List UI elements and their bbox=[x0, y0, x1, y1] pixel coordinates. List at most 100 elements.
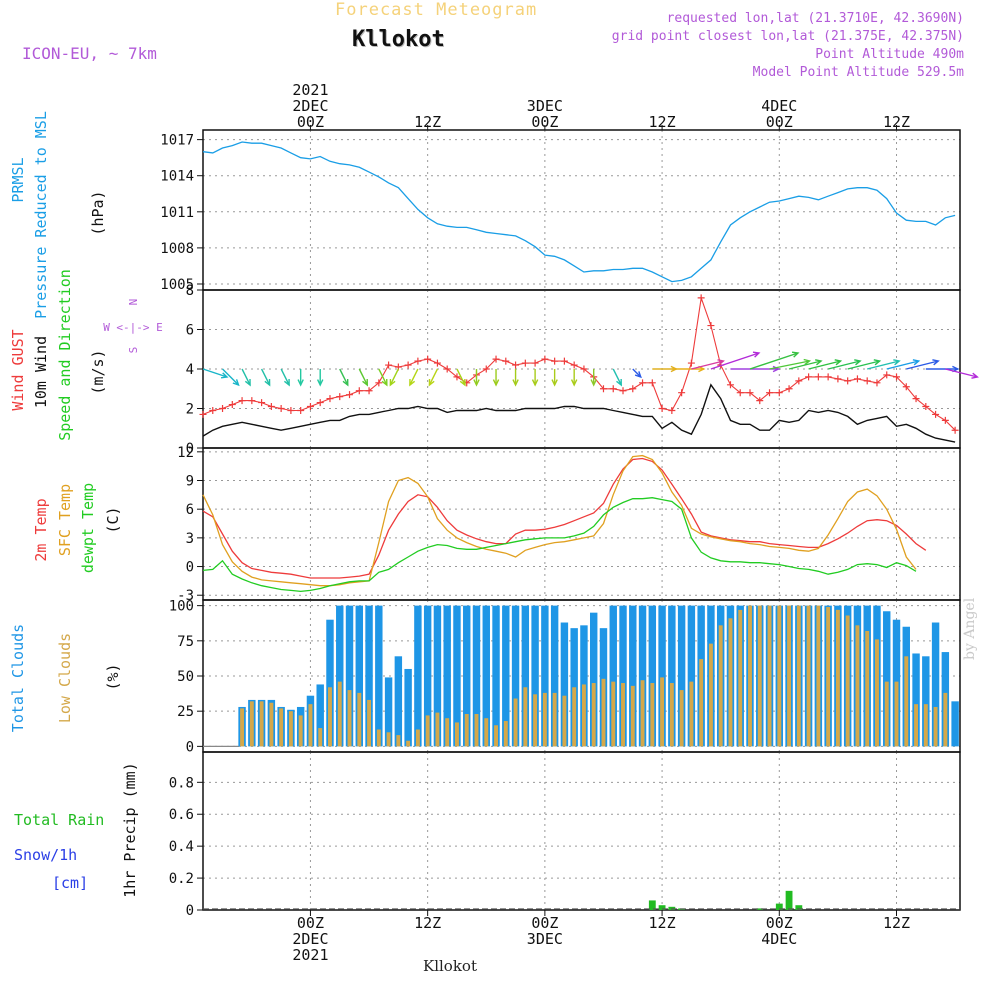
low-cloud-bar bbox=[621, 683, 625, 747]
arrow-head bbox=[912, 359, 921, 366]
low-cloud-bar bbox=[630, 685, 635, 747]
wind-speed-line bbox=[202, 383, 956, 443]
wind-direction-arrow bbox=[906, 359, 940, 370]
arrow-head bbox=[473, 379, 480, 387]
arrow-head bbox=[220, 372, 229, 379]
wind-direction-arrow bbox=[808, 359, 843, 370]
low-cloud-bar bbox=[855, 625, 860, 747]
arrow-head bbox=[551, 379, 558, 387]
low-cloud-bar bbox=[464, 714, 469, 747]
gust-marker bbox=[648, 379, 656, 387]
arrow-head bbox=[752, 351, 761, 358]
arrow-head bbox=[570, 379, 578, 387]
temp-2m-line bbox=[202, 457, 927, 579]
low-cloud-bar bbox=[542, 692, 547, 747]
rain-bar bbox=[658, 905, 666, 910]
gust-marker bbox=[580, 365, 588, 373]
gust-marker bbox=[385, 361, 393, 369]
rain-bar bbox=[785, 890, 793, 910]
y-tick-label: 1017 bbox=[160, 133, 194, 149]
total-cloud-bar bbox=[668, 605, 676, 747]
gust-marker bbox=[639, 379, 647, 387]
total-clouds-label: Total Clouds bbox=[9, 624, 27, 732]
panel-frame bbox=[202, 129, 961, 291]
panel-1: 1005 1008 1011 1014 1017 bbox=[160, 129, 961, 293]
wind-direction-arrow bbox=[241, 368, 251, 387]
rain-bar bbox=[756, 908, 764, 910]
total-cloud-bar bbox=[345, 605, 354, 747]
y-tick-label: 1008 bbox=[160, 241, 194, 257]
total-cloud-bar bbox=[560, 622, 569, 747]
low-cloud-bar bbox=[328, 687, 332, 747]
low-cloud-bar bbox=[415, 729, 420, 747]
low-cloud-bar bbox=[249, 701, 254, 747]
wind-direction-arrow bbox=[827, 359, 862, 370]
arrow-shaft bbox=[886, 360, 919, 370]
low-cloud-bar bbox=[259, 701, 264, 747]
gust-marker bbox=[414, 357, 422, 365]
y-tick-label: 0 bbox=[186, 739, 194, 755]
low-cloud-bar bbox=[601, 678, 606, 747]
precip-series bbox=[203, 890, 960, 910]
arrow-head bbox=[297, 379, 304, 387]
gust-marker bbox=[834, 375, 842, 383]
gust-marker bbox=[560, 357, 568, 365]
arrow-shaft bbox=[409, 368, 419, 386]
precip-unit-label: 1hr Precip (mm) bbox=[121, 762, 139, 897]
total-cloud-bar bbox=[922, 656, 930, 747]
low-cloud-bar bbox=[787, 605, 792, 747]
arrow-head bbox=[634, 371, 642, 379]
pressure-unit-label: (hPa) bbox=[89, 190, 107, 235]
low-cloud-bar bbox=[796, 605, 801, 747]
y-tick-label: -3 bbox=[177, 588, 194, 604]
gust-marker bbox=[453, 373, 461, 381]
bottom-time-label: 00Z bbox=[297, 914, 324, 932]
low-cloud-bar bbox=[943, 692, 948, 747]
gust-marker bbox=[326, 395, 334, 403]
gust-marker bbox=[424, 355, 432, 363]
low-cloud-bar bbox=[933, 706, 938, 747]
low-cloud-bar bbox=[494, 725, 498, 747]
gust-marker bbox=[902, 383, 910, 391]
y-tick-label: 1011 bbox=[160, 205, 194, 221]
gust-marker bbox=[824, 373, 832, 381]
arrow-head bbox=[815, 359, 823, 366]
arrow-head bbox=[590, 379, 597, 387]
arrow-head bbox=[512, 379, 519, 387]
rain-bar bbox=[775, 903, 783, 910]
top-time-label: 3DEC bbox=[527, 97, 563, 115]
arrow-shaft bbox=[202, 368, 228, 378]
low-cloud-bar bbox=[308, 704, 313, 747]
gust-marker bbox=[541, 355, 549, 363]
total-cloud-bar bbox=[472, 605, 481, 747]
arrow-shaft bbox=[710, 352, 760, 370]
total-cloud-bar bbox=[375, 605, 383, 747]
total-cloud-bar bbox=[443, 605, 451, 747]
low-cloud-bar bbox=[396, 735, 401, 747]
y-tick-label: 9 bbox=[186, 474, 194, 490]
low-cloud-bar bbox=[503, 721, 508, 747]
bottom-time-label: 00Z bbox=[766, 914, 793, 932]
low-cloud-bar bbox=[767, 605, 772, 747]
arrow-shaft bbox=[827, 360, 861, 370]
gust-marker bbox=[521, 359, 529, 367]
gust-marker bbox=[492, 355, 500, 363]
low-cloud-bar bbox=[298, 715, 303, 747]
wind-direction-arrow bbox=[492, 369, 500, 387]
total-cloud-bar bbox=[912, 653, 920, 747]
wind-direction-arrow bbox=[512, 369, 519, 387]
gust-marker bbox=[267, 403, 275, 411]
gust-marker bbox=[365, 387, 373, 395]
gust-marker bbox=[238, 397, 246, 405]
y-tick-label: 0.2 bbox=[169, 871, 194, 887]
total-cloud-bar bbox=[521, 605, 530, 747]
meteogram-title: Forecast Meteogram bbox=[335, 0, 538, 20]
grid-point-coords: grid point closest lon,lat (21.375E, 42.… bbox=[611, 29, 964, 44]
gust-marker bbox=[795, 377, 803, 385]
requested-coords: requested lon,lat (21.3710E, 42.3690N) bbox=[666, 11, 964, 26]
gust-marker bbox=[209, 406, 217, 414]
wind-direction-arrow bbox=[280, 368, 290, 387]
low-cloud-bar bbox=[728, 618, 733, 747]
arrow-head bbox=[264, 378, 271, 387]
arrow-shaft bbox=[456, 368, 466, 386]
